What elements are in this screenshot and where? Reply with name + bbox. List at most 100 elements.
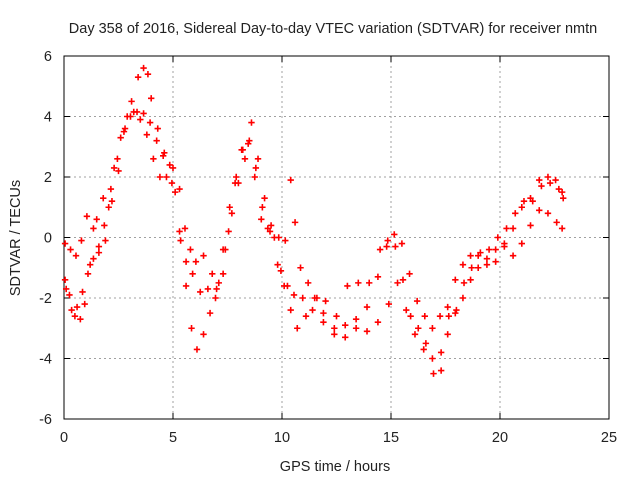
- data-point: [558, 188, 566, 196]
- data-point: [159, 152, 167, 160]
- data-point: [555, 185, 563, 193]
- data-point: [512, 210, 519, 217]
- data-series: [62, 64, 566, 374]
- data-series: [61, 108, 566, 338]
- data-point: [302, 312, 310, 320]
- data-point: [536, 176, 543, 184]
- data-point: [520, 198, 528, 205]
- data-point: [459, 261, 467, 268]
- data-point: [355, 279, 362, 287]
- data-point: [177, 237, 184, 244]
- data-point: [259, 204, 266, 211]
- data-point: [398, 240, 406, 247]
- data-point: [374, 273, 382, 281]
- data-point: [374, 319, 382, 326]
- data-point: [383, 243, 390, 250]
- data-point: [406, 270, 413, 277]
- data-point: [485, 246, 493, 253]
- data-point: [399, 276, 407, 284]
- y-tick-label: -4: [39, 352, 52, 368]
- data-point: [171, 188, 179, 196]
- data-point: [114, 155, 121, 163]
- y-tick-label: 4: [44, 110, 52, 126]
- data-point: [67, 246, 74, 253]
- data-point: [246, 137, 253, 144]
- x-tick-label: 20: [492, 430, 508, 446]
- data-point: [331, 331, 338, 338]
- data-point: [403, 306, 410, 314]
- data-point: [467, 252, 474, 259]
- data-point: [102, 237, 109, 244]
- data-point: [483, 255, 491, 262]
- data-point: [168, 179, 176, 187]
- data-point: [81, 300, 88, 308]
- data-point: [342, 334, 349, 341]
- data-point: [429, 355, 436, 362]
- data-point: [352, 325, 360, 332]
- data-point: [552, 176, 559, 184]
- data-point: [384, 237, 391, 244]
- data-point: [153, 137, 160, 144]
- data-point: [166, 161, 173, 169]
- data-point: [445, 312, 452, 320]
- data-point: [475, 264, 482, 271]
- data-point: [66, 291, 73, 299]
- data-point: [475, 252, 482, 259]
- data-point: [86, 261, 94, 268]
- data-point: [287, 176, 294, 184]
- data-point: [95, 243, 103, 250]
- data-point: [468, 264, 475, 271]
- data-point: [144, 70, 152, 78]
- data-point: [193, 346, 201, 353]
- data-point: [538, 182, 545, 190]
- data-point: [120, 128, 128, 135]
- data-point: [261, 194, 268, 202]
- y-tick-label: 6: [44, 49, 52, 65]
- data-point: [121, 125, 129, 132]
- data-point: [503, 225, 510, 232]
- data-point: [124, 113, 131, 120]
- axis-ticks: [63, 55, 610, 420]
- data-point: [77, 315, 84, 323]
- data-point: [344, 282, 351, 290]
- data-point: [518, 204, 525, 211]
- data-point: [309, 306, 316, 314]
- data-point: [290, 291, 298, 299]
- y-tick-label: -6: [39, 412, 52, 428]
- data-point: [78, 237, 85, 244]
- data-point: [200, 252, 207, 259]
- data-point: [117, 134, 124, 141]
- chart-title: Day 358 of 2016, Sidereal Day-to-day VTE…: [69, 21, 597, 37]
- data-point: [459, 294, 467, 302]
- data-point: [407, 312, 414, 320]
- data-point: [169, 164, 177, 172]
- data-point: [366, 279, 373, 287]
- data-point: [444, 331, 451, 338]
- data-point: [420, 346, 427, 353]
- data-point: [277, 267, 285, 274]
- data-point: [297, 264, 304, 271]
- data-point: [333, 312, 340, 320]
- data-point: [61, 276, 69, 284]
- data-point: [206, 309, 214, 317]
- data-point: [460, 279, 468, 287]
- data-point: [107, 185, 115, 193]
- data-point: [546, 179, 554, 187]
- data-point: [176, 185, 183, 193]
- data-point: [181, 225, 189, 232]
- data-point: [226, 204, 233, 211]
- data-point: [437, 349, 445, 356]
- data-point: [61, 240, 69, 247]
- data-point: [219, 246, 227, 253]
- data-point: [258, 216, 265, 223]
- data-point: [363, 303, 371, 311]
- data-point: [254, 155, 262, 163]
- data-point: [392, 243, 399, 250]
- data-point: [544, 210, 552, 217]
- data-point: [197, 288, 204, 296]
- data-point: [68, 306, 75, 314]
- data-point: [239, 146, 246, 153]
- data-point: [110, 164, 118, 172]
- x-axis-label: GPS time / hours: [280, 459, 390, 475]
